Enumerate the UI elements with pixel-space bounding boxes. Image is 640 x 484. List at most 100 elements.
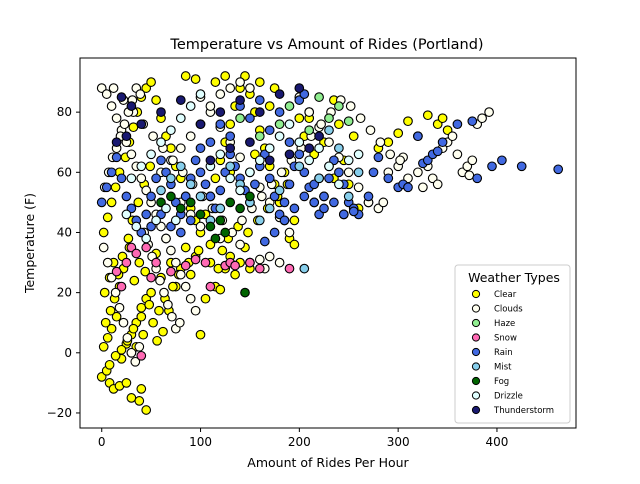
point-clouds-8 <box>136 173 147 184</box>
legend-label-haze: Haze <box>494 319 515 329</box>
point-snow-19 <box>146 272 156 283</box>
point-thunderstorm-9 <box>156 107 166 117</box>
point-clear-159 <box>193 245 204 256</box>
plot-frame <box>79 57 577 429</box>
point-clear-107 <box>393 128 404 139</box>
point-rain-92 <box>279 215 290 226</box>
point-rain-67 <box>467 116 478 127</box>
point-clouds-125 <box>119 119 130 130</box>
legend-marker-haze <box>471 318 481 328</box>
point-drizzle-27 <box>151 215 161 226</box>
point-clouds-72 <box>274 257 285 268</box>
point-mist-5 <box>314 173 324 184</box>
point-mist-18 <box>166 173 176 184</box>
point-clear-50 <box>98 227 109 238</box>
point-drizzle-2 <box>146 149 156 160</box>
point-snow-8 <box>180 260 191 271</box>
point-clear-37 <box>185 269 196 280</box>
point-clear-20 <box>99 287 110 298</box>
point-clear-65 <box>166 143 176 154</box>
point-thunderstorm-11 <box>121 131 132 142</box>
x-tick-label: 400 <box>486 435 509 449</box>
point-clouds-61 <box>447 131 458 142</box>
point-rain-90 <box>259 236 270 247</box>
point-clear-12 <box>106 323 117 334</box>
legend-marker-thunderstorm <box>471 405 481 415</box>
point-clear-11 <box>102 332 113 343</box>
legend-label-drizzle: Drizzle <box>494 392 523 402</box>
point-clear-127 <box>264 101 275 111</box>
point-drizzle-1 <box>136 161 147 172</box>
point-thunderstorm-10 <box>136 119 147 130</box>
point-rain-96 <box>319 203 329 214</box>
point-rain-1 <box>101 182 112 193</box>
point-thunderstorm-8 <box>175 95 186 105</box>
point-clouds-82 <box>175 143 186 154</box>
point-clouds-68 <box>464 170 475 181</box>
point-rain-72 <box>553 164 564 175</box>
point-rain-79 <box>245 113 255 124</box>
point-clear-99 <box>334 119 344 130</box>
point-rain-54 <box>368 167 379 178</box>
point-thunderstorm-5 <box>235 95 245 105</box>
point-clouds-135 <box>159 287 169 298</box>
point-clouds-6 <box>126 149 137 160</box>
point-clouds-87 <box>225 83 236 93</box>
point-drizzle-0 <box>126 173 137 184</box>
point-clouds-17 <box>180 281 191 292</box>
point-clear-135 <box>136 311 147 322</box>
point-clear-39 <box>195 329 206 340</box>
point-clouds-43 <box>324 137 334 148</box>
point-rain-82 <box>215 119 226 130</box>
point-drizzle-6 <box>185 101 196 111</box>
point-rain-46 <box>324 173 334 184</box>
point-snow-18 <box>116 281 127 292</box>
point-clouds-77 <box>195 221 206 232</box>
point-rain-84 <box>195 143 206 154</box>
point-haze-4 <box>324 113 334 124</box>
y-tick-label: 0 <box>64 346 72 360</box>
point-snow-11 <box>205 281 216 292</box>
point-clouds-39 <box>284 227 295 238</box>
legend-label-clouds: Clouds <box>494 305 523 315</box>
point-clouds-134 <box>155 275 165 286</box>
point-mist-9 <box>254 215 265 226</box>
point-clouds-28 <box>130 356 141 367</box>
point-clouds-115 <box>355 113 366 124</box>
point-clouds-21 <box>102 257 113 268</box>
legend-marker-clear <box>471 289 481 299</box>
legend-marker-rain <box>471 347 481 357</box>
point-clouds-94 <box>148 131 158 142</box>
point-rain-68 <box>472 173 483 184</box>
point-clouds-15 <box>170 257 181 268</box>
point-clouds-137 <box>167 311 177 322</box>
point-rain-59 <box>403 182 413 193</box>
point-rain-20 <box>195 167 206 178</box>
y-tick-label: −20 <box>47 406 72 420</box>
point-clear-138 <box>158 326 168 337</box>
point-haze-3 <box>343 116 354 127</box>
point-clouds-105 <box>256 191 267 202</box>
x-axis-label: Amount of Rides Per Hour <box>247 455 409 470</box>
legend-label-mist: Mist <box>494 363 512 373</box>
point-rain-34 <box>264 173 275 184</box>
point-clear-40 <box>200 293 211 304</box>
point-clear-136 <box>144 299 155 310</box>
point-clouds-55 <box>418 182 428 193</box>
point-clear-118 <box>254 77 265 87</box>
point-rain-93 <box>289 203 300 214</box>
point-clouds-107 <box>276 167 287 178</box>
point-clear-117 <box>180 71 191 81</box>
point-clouds-86 <box>215 89 226 99</box>
point-clear-115 <box>210 77 221 87</box>
legend-marker-fog <box>471 376 481 386</box>
point-clouds-45 <box>343 167 354 178</box>
point-clear-140 <box>100 317 111 328</box>
point-clouds-58 <box>432 179 443 190</box>
point-fog-4 <box>185 197 196 208</box>
point-clear-149 <box>145 161 156 172</box>
point-clouds-71 <box>264 251 275 262</box>
point-thunderstorm-13 <box>314 131 324 142</box>
point-rain-89 <box>146 221 156 232</box>
